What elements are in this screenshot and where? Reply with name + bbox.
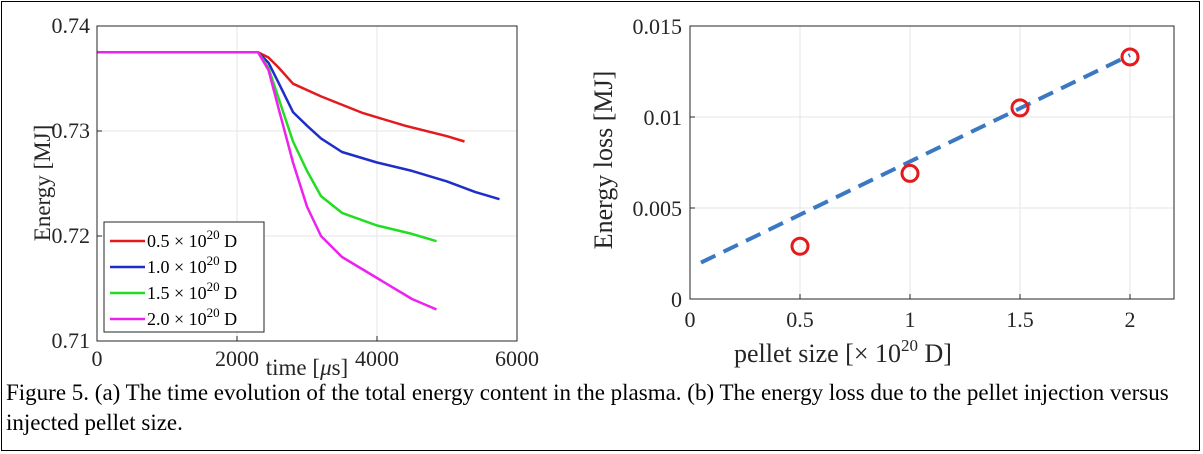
chart-b-xtick-label: 1.5 [1006, 307, 1034, 332]
chart-a-legend-label-2: 1.5 × 1020 D [147, 279, 237, 303]
chart-a-legend-label-3: 2.0 × 1020 D [147, 305, 237, 329]
chart-b-ylabel: Energy loss [MJ] [589, 71, 618, 250]
chart-a-ytick-label: 0.74 [52, 13, 91, 38]
chart-a-xtick-label: 4000 [355, 346, 399, 371]
chart-b: 0 0.5 1 1.5 2 0 0.005 0.01 0.015 Energy loss [MJ… [589, 14, 1175, 368]
chart-a-ytick-label: 0.73 [52, 118, 91, 143]
chart-a-ytick-label: 0.72 [52, 223, 91, 248]
chart-a-legend-label-0: 0.5 × 1020 D [147, 227, 237, 251]
chart-a-ylabel: Energy [MJ] [30, 125, 55, 241]
chart-a-xlabel: time [μs] [266, 355, 348, 380]
chart-b-point-2 [1010, 98, 1030, 118]
chart-a-xtick-label: 2000 [215, 346, 259, 371]
chart-b-plot-area [690, 26, 1174, 299]
chart-a-series-line-3 [97, 50, 437, 311]
chart-b-ytick-label: 0.01 [644, 105, 683, 130]
chart-b-fit-line [700, 53, 1131, 265]
chart-a-series [97, 50, 500, 311]
chart-b-xtick-label: 0.5 [786, 307, 814, 332]
chart-a-legend: 0.5 × 1020 D1.0 × 1020 D1.5 × 1020 D2.0 … [103, 221, 265, 333]
chart-a-series-line-1 [97, 50, 500, 201]
chart-a: 0 2000 4000 6000 0.71 0.72 0.73 0.74 Energy [MJ… [30, 13, 539, 380]
chart-a-ticks: 0 2000 4000 6000 0.71 0.72 0.73 0.74 [52, 13, 540, 371]
chart-b-point-3 [1120, 47, 1140, 67]
chart-a-axes-box [96, 25, 518, 342]
chart-b-xtick-label: 1 [905, 307, 916, 332]
chart-b-points [790, 47, 1140, 256]
chart-b-xtick-label: 2 [1125, 307, 1136, 332]
chart-b-ticks: 0 0.5 1 1.5 2 0 0.005 0.01 0.015 [633, 14, 1136, 332]
chart-b-point-0 [790, 236, 810, 256]
chart-b-ytick-label: 0 [671, 287, 682, 312]
chart-b-axes-box [689, 25, 1175, 300]
chart-b-xtick-label: 0 [685, 307, 696, 332]
chart-b-xlabel: pellet size [× 1020 D] [734, 336, 952, 368]
chart-a-series-line-0 [97, 50, 465, 143]
chart-a-xtick-label: 0 [92, 346, 103, 371]
chart-a-legend-label-1: 1.0 × 1020 D [147, 253, 237, 277]
chart-a-ytick-label: 0.71 [52, 328, 91, 353]
figure-caption: Figure 5. (a) The time evolution of the … [6, 380, 1169, 435]
chart-b-point-1 [900, 163, 920, 183]
chart-b-ytick-label: 0.015 [633, 14, 683, 39]
chart-b-ytick-label: 0.005 [633, 196, 683, 221]
chart-a-xtick-label: 6000 [495, 346, 539, 371]
